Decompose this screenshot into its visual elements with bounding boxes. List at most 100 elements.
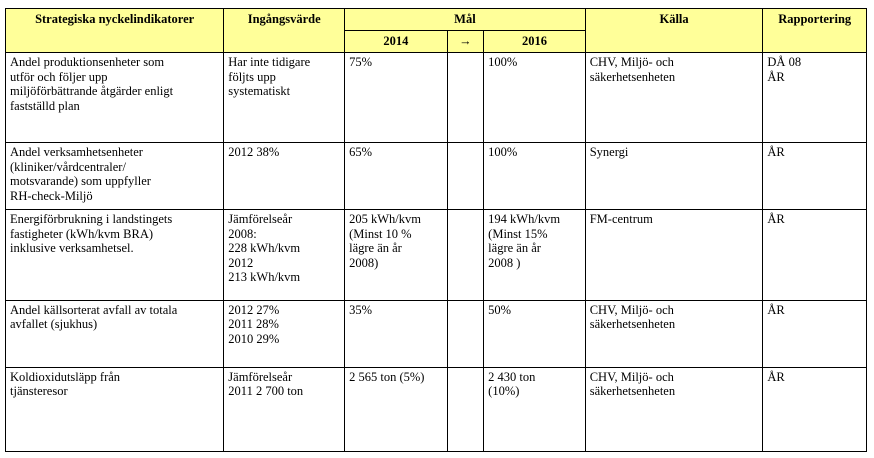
- header-row: Strategiska nyckelindikatorer Ingångsvär…: [4, 8, 867, 53]
- indicator-line: Andel källsorterat avfall av totala: [10, 302, 178, 317]
- goal-2014-line: 205 kWh/kvm: [349, 212, 421, 227]
- start-value-line: 2012: [228, 255, 254, 270]
- kpi-table: Strategiska nyckelindikatorer Ingångsvär…: [4, 8, 867, 453]
- source-cell: CHV, Miljö- och säkerhetsenheten: [584, 51, 764, 144]
- indicator-cell: Koldioxidutsläpp från tjänsteresor: [4, 366, 225, 453]
- goal-2014-line: 35%: [349, 302, 373, 317]
- indicator-line: Andel produktionsenheter som: [10, 55, 165, 69]
- source-line: CHV, Miljö- och: [589, 55, 674, 69]
- reporting-line: DÅ 08: [767, 55, 802, 69]
- indicator-line: fastigheter (kWh/kvm BRA): [10, 226, 154, 241]
- goal-2016-line: 100%: [488, 55, 518, 69]
- start-value-line: 2008:: [228, 226, 257, 241]
- indicator-line: miljöförbättrande åtgärder enligt: [10, 84, 174, 98]
- start-value-line: följts upp: [228, 69, 276, 84]
- start-value-cell: Har inte tidigare följts upp systematiskt: [223, 51, 346, 144]
- header-arrow: →: [446, 30, 485, 53]
- start-value-cell: Jämförelseår 2011 2 700 ton: [223, 366, 346, 453]
- goal-2016-line: (10%): [488, 384, 520, 399]
- goal-2016-line: 100%: [488, 145, 518, 160]
- goal-2014-line: 2 565 ton (5%): [349, 369, 425, 384]
- reporting-line: ÅR: [767, 212, 785, 227]
- goal-2014-line: (Minst 10 %: [349, 226, 412, 241]
- start-value-line: 213 kWh/kvm: [228, 270, 301, 285]
- arrow-spacer-cell: [446, 366, 485, 453]
- indicator-line: (kliniker/vårdcentraler/: [10, 159, 126, 174]
- indicator-line: tjänsteresor: [10, 384, 68, 399]
- indicator-cell: Andel produktionsenheter som utför och fö…: [4, 51, 225, 144]
- start-value-line: 2012 27%: [228, 302, 280, 317]
- source-line: säkerhetsenheten: [589, 317, 676, 332]
- indicator-cell: Andel verksamhetsenheter (kliniker/vårdce…: [4, 142, 225, 211]
- start-value-line: Jämförelseår: [228, 369, 293, 384]
- reporting-line: ÅR: [767, 369, 785, 384]
- goal-2016-cell: 194 kWh/kvm (Minst 15% lägre än år 2008 ): [483, 209, 586, 301]
- start-value-line: 228 kWh/kvm: [228, 241, 301, 256]
- goal-2014-cell: 65%: [344, 142, 448, 211]
- table-row: Andel verksamhetsenheter (kliniker/vårdce…: [4, 142, 867, 211]
- arrow-spacer-cell: [446, 51, 485, 144]
- header-subrow: 2014 → 2016: [6, 30, 867, 53]
- header-start-value: Ingångsvärde: [223, 8, 346, 53]
- kpi-body: Andel produktionsenheter som utför och fö…: [4, 51, 867, 453]
- indicator-line: inklusive verksamhetsel.: [10, 241, 134, 256]
- table-row: Andel källsorterat avfall av totala avfal…: [4, 299, 867, 368]
- goal-2014-cell: 205 kWh/kvm (Minst 10 % lägre än år 2008): [344, 209, 448, 301]
- reporting-line: ÅR: [767, 145, 785, 160]
- goal-2016-cell: 50%: [483, 299, 586, 368]
- goal-2014-line: 2008): [349, 255, 379, 270]
- goal-2014-cell: 2 565 ton (5%): [344, 366, 448, 453]
- start-value-line: systematiskt: [228, 84, 291, 98]
- reporting-cell: ÅR: [762, 209, 867, 301]
- indicator-cell: Andel källsorterat avfall av totala avfal…: [4, 299, 225, 368]
- reporting-cell: ÅR: [762, 142, 867, 211]
- goal-2014-cell: 75%: [344, 51, 448, 144]
- goal-2016-line: 50%: [488, 302, 512, 317]
- arrow-spacer-cell: [446, 299, 485, 368]
- table-row: Energiförbrukning i landstingets fastighe…: [4, 209, 867, 301]
- start-value-line: 2011 2 700 ton: [228, 384, 304, 399]
- source-line: säkerhetsenheten: [589, 69, 676, 84]
- reporting-cell: ÅR: [762, 299, 867, 368]
- start-value-line: Jämförelseår: [228, 212, 293, 227]
- start-value-line: 2010 29%: [228, 331, 280, 346]
- goal-2016-cell: 2 430 ton (10%): [483, 366, 586, 453]
- source-cell: FM-centrum: [584, 209, 764, 301]
- indicator-line: Energiförbrukning i landstingets: [10, 212, 173, 227]
- arrow-spacer-cell: [446, 142, 485, 211]
- header-reporting: Rapportering: [762, 8, 867, 53]
- source-cell: CHV, Miljö- och säkerhetsenheten: [584, 299, 764, 368]
- start-value-line: 2011 28%: [228, 317, 279, 332]
- header-year-from: 2014: [344, 30, 448, 53]
- start-value-line: 2012 38%: [228, 145, 280, 160]
- goal-2016-line: lägre än år: [488, 241, 541, 256]
- indicator-line: Koldioxidutsläpp från: [10, 369, 121, 384]
- indicator-line: RH-check-Miljö: [10, 188, 93, 203]
- start-value-cell: Jämförelseår 2008: 228 kWh/kvm 2012 213 kWh/…: [223, 209, 346, 301]
- source-line: Synergi: [589, 145, 629, 160]
- goal-2014-line: lägre än år: [349, 241, 402, 256]
- reporting-cell: ÅR: [762, 366, 867, 453]
- goal-2016-line: 2008 ): [488, 255, 521, 270]
- reporting-cell: DÅ 08 ÅR: [762, 51, 867, 144]
- goal-2014-line: 75%: [349, 55, 373, 69]
- source-line: säkerhetsenheten: [589, 384, 676, 399]
- indicator-line: avfallet (sjukhus): [10, 317, 98, 332]
- reporting-line: ÅR: [767, 69, 785, 84]
- start-value-cell: 2012 27% 2011 28% 2010 29%: [223, 299, 346, 368]
- indicator-line: fastställd plan: [10, 98, 80, 113]
- indicator-line: motsvarande) som uppfyller: [10, 174, 151, 189]
- indicator-cell: Energiförbrukning i landstingets fastighe…: [4, 209, 225, 301]
- header-year-to: 2016: [483, 30, 586, 53]
- goal-2016-line: (Minst 15%: [488, 226, 548, 241]
- goal-2014-cell: 35%: [344, 299, 448, 368]
- source-line: CHV, Miljö- och: [589, 302, 674, 317]
- source-line: CHV, Miljö- och: [589, 369, 674, 384]
- goal-2016-line: 194 kWh/kvm: [488, 212, 561, 227]
- source-cell: Synergi: [584, 142, 764, 211]
- header-source: Källa: [584, 8, 764, 53]
- header-indicator: Strategiska nyckelindikatorer: [4, 8, 225, 53]
- indicator-line: utför och följer upp: [10, 69, 108, 84]
- start-value-cell: 2012 38%: [223, 142, 346, 211]
- reporting-line: ÅR: [767, 302, 785, 317]
